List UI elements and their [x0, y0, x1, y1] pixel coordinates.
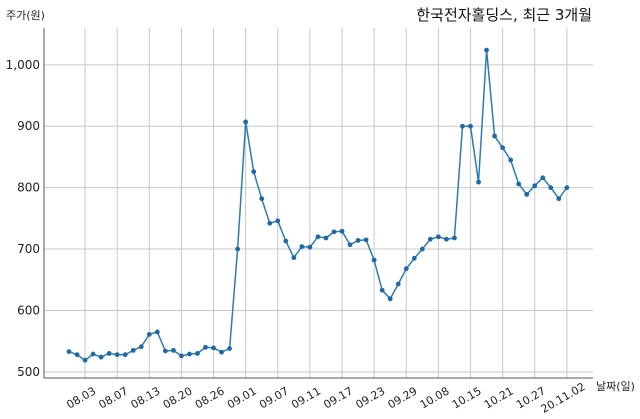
data-point: [564, 185, 570, 191]
data-point: [299, 244, 305, 249]
data-point: [170, 347, 176, 353]
x-tick-label: 08.13: [129, 384, 163, 411]
x-tick-label: 10.08: [418, 384, 452, 411]
y-axis-label: 주가(원): [6, 9, 45, 22]
y-tick-labels: 500 600 700 800 900 1,000: [6, 58, 40, 379]
data-point: [355, 238, 361, 243]
x-tick-label: 10.21: [482, 384, 516, 411]
data-point: [195, 351, 200, 356]
data-point: [187, 351, 192, 357]
data-point: [82, 357, 88, 363]
data-point: [323, 235, 329, 241]
data-point: [243, 119, 249, 125]
data-point: [106, 351, 112, 356]
data-point: [122, 352, 128, 358]
x-tick-label: 09.29: [386, 384, 420, 411]
data-point: [146, 332, 152, 337]
data-point: [548, 185, 554, 191]
y-tick-label: 800: [17, 181, 40, 195]
data-point: [452, 235, 457, 241]
x-tick-label: 08.26: [193, 384, 227, 411]
price-line: [68, 50, 568, 362]
data-point: [130, 347, 136, 353]
data-point: [219, 349, 224, 355]
data-point: [371, 257, 377, 263]
data-point: [524, 192, 530, 197]
data-point: [291, 255, 297, 261]
data-point: [138, 344, 144, 350]
grid-lines: [44, 28, 593, 378]
data-point: [179, 353, 184, 359]
data-point: [211, 345, 216, 351]
data-point: [235, 246, 241, 252]
data-point: [403, 266, 409, 272]
x-tick-label: 09.01: [225, 384, 259, 411]
data-point: [74, 352, 80, 358]
data-point: [427, 236, 433, 242]
data-point: [162, 348, 168, 354]
data-point: [492, 133, 497, 139]
data-point: [395, 281, 401, 287]
data-point: [283, 238, 289, 244]
data-point: [540, 175, 546, 181]
y-tick-label: 900: [17, 119, 40, 133]
data-point: [435, 234, 441, 240]
data-point: [203, 344, 208, 350]
data-point: [114, 352, 120, 358]
data-point: [66, 349, 72, 354]
data-point: [227, 346, 233, 351]
data-point: [508, 157, 514, 163]
data-point: [331, 229, 337, 235]
x-tick-label: 09.11: [289, 384, 323, 411]
data-point: [259, 196, 265, 202]
data-point: [484, 47, 489, 53]
data-point: [516, 181, 522, 187]
x-tick-label: 20.11.02: [539, 380, 588, 416]
data-point: [267, 220, 273, 226]
x-tick-label: 08.03: [64, 384, 98, 411]
y-tick-label: 500: [17, 365, 40, 379]
data-point: [98, 354, 104, 360]
x-axis-label: 날짜(일): [596, 379, 635, 393]
x-tick-label: 09.23: [354, 384, 388, 411]
data-point: [411, 255, 417, 261]
y-tick-label: 600: [17, 303, 40, 317]
x-tick-label: 08.07: [97, 384, 131, 411]
data-point: [500, 145, 506, 151]
data-point: [154, 329, 160, 335]
x-tick-labels: 08.0308.0708.1308.2008.2609.0109.0709.11…: [64, 380, 587, 416]
data-point: [444, 236, 449, 242]
data-point: [90, 351, 96, 357]
price-series: [66, 47, 570, 363]
data-point: [275, 218, 281, 224]
x-tick-label: 09.07: [257, 384, 291, 411]
data-point: [339, 228, 345, 234]
data-point: [419, 246, 425, 252]
data-point: [307, 244, 313, 250]
data-point: [460, 123, 465, 129]
x-tick-label: 08.20: [161, 384, 195, 411]
y-tick-label: 1,000: [6, 58, 40, 72]
data-point: [476, 179, 481, 185]
data-point: [556, 196, 562, 202]
data-point: [251, 169, 257, 175]
x-tick-label: 09.17: [321, 384, 355, 411]
data-point: [468, 123, 473, 129]
data-point: [532, 183, 538, 189]
data-point: [363, 237, 369, 243]
data-point: [379, 287, 385, 293]
data-point: [315, 234, 321, 240]
chart-title: 한국전자홀딩스, 최근 3개월: [416, 6, 592, 24]
y-tick-label: 700: [17, 242, 40, 256]
axes: [43, 28, 593, 379]
data-point: [347, 242, 353, 248]
data-point: [387, 296, 393, 302]
x-tick-label: 10.15: [450, 384, 484, 411]
